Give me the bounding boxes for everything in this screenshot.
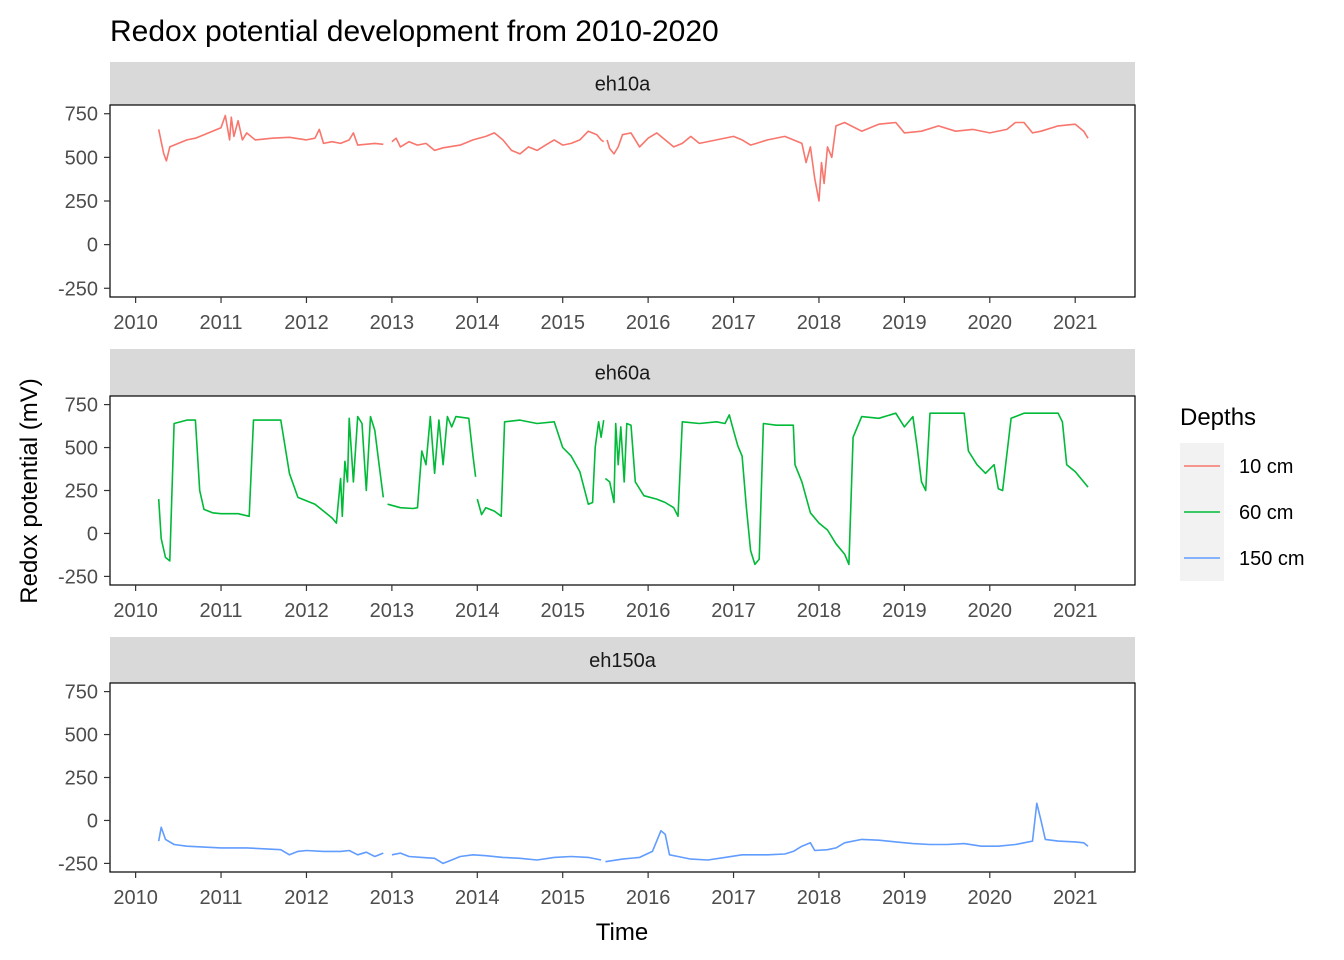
x-tick-label: 2019 xyxy=(882,600,927,622)
legend-title: Depths xyxy=(1180,404,1256,431)
y-tick-label: 500 xyxy=(65,438,98,460)
panels-group: eh10a -250 0 250 500 750 2010 2011 2012 2013 2014 2… xyxy=(58,62,1136,909)
strip-background xyxy=(110,349,1135,396)
x-tick-label: 2021 xyxy=(1053,600,1098,622)
y-tick-label: -250 xyxy=(58,278,98,300)
x-tick-label: 2016 xyxy=(626,600,671,622)
x-tick-label: 2016 xyxy=(626,312,671,334)
y-tick-label: 0 xyxy=(87,810,98,832)
x-tick-label: 2010 xyxy=(113,887,158,909)
x-tick-label: 2015 xyxy=(540,887,585,909)
x-tick-label: 2019 xyxy=(882,887,927,909)
y-tick-label: 750 xyxy=(65,395,98,417)
y-tick-label: 250 xyxy=(65,768,98,790)
y-tick-label: 750 xyxy=(65,682,98,704)
strip-label: eh10a xyxy=(595,74,651,96)
x-tick-label: 2017 xyxy=(711,887,756,909)
legend: Depths 10 cm 60 cm 150 cm xyxy=(1180,404,1305,581)
x-tick-label: 2020 xyxy=(968,312,1013,334)
x-tick-label: 2021 xyxy=(1053,887,1098,909)
panel-border xyxy=(109,104,1136,298)
x-tick-label: 2018 xyxy=(797,887,842,909)
x-tick-label: 2014 xyxy=(455,600,500,622)
series-line-eh150a-segment-2 xyxy=(605,802,1089,863)
y-tick-label: 0 xyxy=(87,523,98,545)
y-tick-label: 500 xyxy=(65,147,98,169)
series-line-eh10a-segment-0 xyxy=(157,114,384,162)
x-tick-label: 2013 xyxy=(370,312,415,334)
y-tick-label: -250 xyxy=(58,566,98,588)
series-line-eh60a-segment-3 xyxy=(604,412,1089,566)
legend-entry: 60 cm xyxy=(1180,489,1293,535)
x-tick-label: 2010 xyxy=(113,600,158,622)
x-tick-label: 2010 xyxy=(113,312,158,334)
strip-label: eh150a xyxy=(589,650,657,672)
series-line-eh10a-segment-2 xyxy=(606,121,1089,202)
panel-eh10a: eh10a -250 0 250 500 750 2010 2011 2012 2013 2014 2… xyxy=(58,62,1136,334)
x-tick-label: 2011 xyxy=(200,312,243,334)
legend-label: 150 cm xyxy=(1239,548,1305,570)
panel-border xyxy=(109,395,1136,586)
x-tick-label: 2012 xyxy=(284,600,329,622)
legend-label: 60 cm xyxy=(1239,502,1293,524)
x-tick-label: 2017 xyxy=(711,312,756,334)
x-tick-label: 2019 xyxy=(882,312,927,334)
x-tick-label: 2018 xyxy=(797,600,842,622)
x-tick-label: 2013 xyxy=(370,887,415,909)
y-tick-label: -250 xyxy=(58,853,98,875)
strip-label: eh60a xyxy=(595,363,651,385)
x-tick-label: 2011 xyxy=(200,887,243,909)
x-tick-label: 2014 xyxy=(455,312,500,334)
x-tick-label: 2012 xyxy=(284,312,329,334)
x-axis-title: Time xyxy=(596,919,648,946)
x-tick-label: 2011 xyxy=(200,600,243,622)
legend-label: 10 cm xyxy=(1239,456,1293,478)
x-tick-label: 2015 xyxy=(540,312,585,334)
x-tick-label: 2020 xyxy=(968,887,1013,909)
y-tick-label: 0 xyxy=(87,235,98,257)
y-tick-label: 250 xyxy=(65,481,98,503)
y-tick-label: 500 xyxy=(65,725,98,747)
series-line-eh60a-segment-0 xyxy=(157,415,385,562)
strip-background xyxy=(110,637,1135,683)
x-tick-label: 2016 xyxy=(626,887,671,909)
panel-border xyxy=(109,682,1136,873)
x-tick-label: 2021 xyxy=(1053,312,1098,334)
x-tick-label: 2017 xyxy=(711,600,756,622)
series-line-eh10a-segment-1 xyxy=(391,130,605,155)
chart-title: Redox potential development from 2010-20… xyxy=(110,15,719,48)
series-line-eh60a-segment-2 xyxy=(476,419,605,518)
x-tick-label: 2013 xyxy=(370,600,415,622)
x-tick-label: 2014 xyxy=(455,887,500,909)
strip-background xyxy=(110,62,1135,105)
legend-entry: 150 cm xyxy=(1180,535,1305,581)
series-line-eh150a-segment-1 xyxy=(391,852,602,865)
panel-eh150a: eh150a -250 0 250 500 750 2010 2011 2012 2013 2014… xyxy=(58,637,1136,909)
y-axis-title: Redox potential (mV) xyxy=(16,378,43,603)
x-tick-label: 2020 xyxy=(968,600,1013,622)
x-tick-label: 2012 xyxy=(284,887,329,909)
y-tick-label: 750 xyxy=(65,104,98,126)
series-line-eh150a-segment-0 xyxy=(157,826,384,858)
legend-entry: 10 cm xyxy=(1180,443,1293,489)
x-tick-label: 2015 xyxy=(540,600,585,622)
y-tick-label: 250 xyxy=(65,191,98,213)
series-line-eh60a-segment-1 xyxy=(387,415,477,510)
panel-eh60a: eh60a -250 0 250 500 750 2010 2011 2012 2013 2014 2… xyxy=(58,349,1136,622)
x-tick-label: 2018 xyxy=(797,312,842,334)
